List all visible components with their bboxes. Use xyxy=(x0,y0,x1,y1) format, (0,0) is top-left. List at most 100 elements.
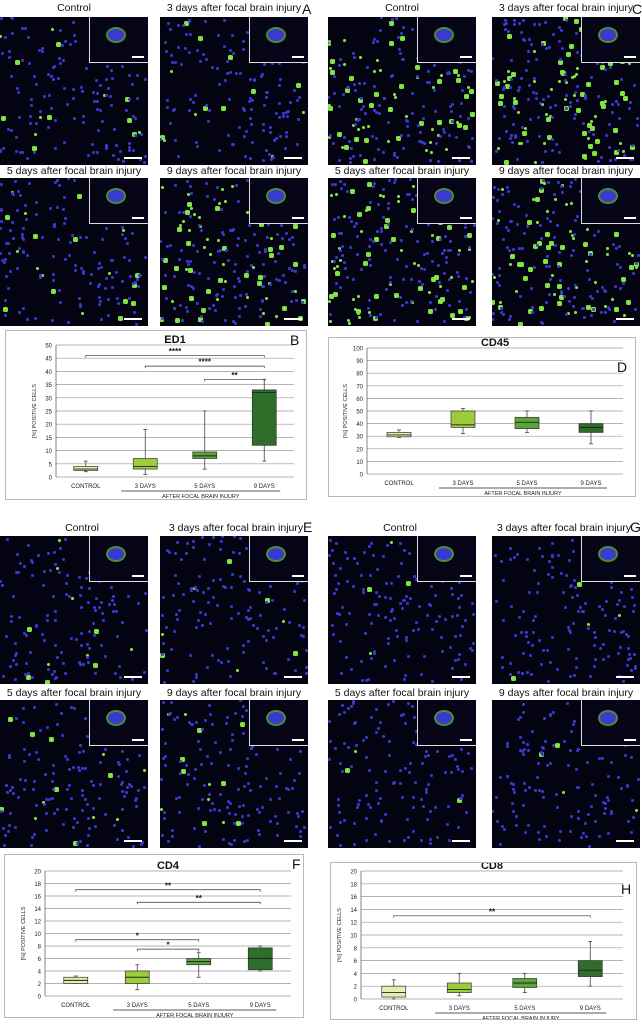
y-tick-label: 15 xyxy=(45,436,52,442)
caption-control: Control xyxy=(57,2,91,14)
x-group-label: AFTER FOCAL BRAIN INJURY xyxy=(162,494,240,499)
caption-day5: 5 days after focal brain injury xyxy=(334,687,470,699)
x-tick-label: 9 DAYS xyxy=(580,1006,601,1012)
micrograph-a-day9 xyxy=(160,178,308,326)
significance-bracket xyxy=(75,889,261,892)
micrograph-texture xyxy=(492,700,493,701)
micrograph-inset xyxy=(89,17,148,63)
caption-day3: 3 days after focal brain injury xyxy=(168,522,304,534)
y-tick-label: 25 xyxy=(45,410,52,416)
inset-cell xyxy=(436,712,452,724)
y-tick-label: 20 xyxy=(350,870,357,876)
caption-day5: 5 days after focal brain injury xyxy=(334,165,470,177)
caption-day3: 3 days after focal brain injury xyxy=(496,522,632,534)
x-tick-label: CONTROL xyxy=(61,1003,91,1009)
caption-day5: 5 days after focal brain injury xyxy=(6,165,142,177)
caption-day5: 5 days after focal brain injury xyxy=(6,687,142,699)
inset-cell xyxy=(600,190,616,202)
box-9-days xyxy=(251,389,277,446)
y-tick-label: 12 xyxy=(34,920,41,926)
y-tick-label: 10 xyxy=(356,460,363,466)
micrograph-inset xyxy=(417,536,476,582)
micrograph-c-control xyxy=(328,17,476,165)
y-axis-label: [%] POSITIVE CELLS xyxy=(32,384,38,438)
micrograph-texture xyxy=(492,178,493,179)
y-tick-label: 2 xyxy=(38,982,42,988)
x-tick-label: CONTROL xyxy=(384,481,414,487)
y-tick-label: 10 xyxy=(45,449,52,455)
micrograph-texture xyxy=(492,17,493,18)
caption-day3: 3 days after focal brain injury xyxy=(498,2,634,14)
y-tick-label: 0 xyxy=(38,995,42,1001)
y-tick-label: 100 xyxy=(353,347,364,353)
box-9-days xyxy=(578,423,604,433)
y-tick-label: 12 xyxy=(350,921,357,927)
caption-control: Control xyxy=(65,522,99,534)
significance-bracket xyxy=(204,378,265,382)
significance-label: * xyxy=(136,931,140,940)
y-tick-label: 50 xyxy=(45,344,52,350)
y-tick-label: 30 xyxy=(356,435,363,441)
y-tick-label: 8 xyxy=(38,945,42,951)
y-axis-label: [%] POSITIVE CELLS xyxy=(343,384,349,438)
micrograph-a-control xyxy=(0,17,148,165)
box-control xyxy=(73,466,99,471)
y-tick-label: 2 xyxy=(354,985,358,991)
micrograph-e-day5 xyxy=(0,700,148,848)
micrograph-texture xyxy=(160,178,161,179)
inset-cell xyxy=(108,712,124,724)
caption-day9: 9 days after focal brain injury xyxy=(498,687,634,699)
y-tick-label: 4 xyxy=(354,972,358,978)
micrograph-c-day3 xyxy=(492,17,640,165)
micrograph-c-day9 xyxy=(492,178,640,326)
y-tick-label: 30 xyxy=(45,396,52,402)
inset-cell xyxy=(268,548,284,560)
inset-cell xyxy=(268,712,284,724)
y-tick-label: 20 xyxy=(356,447,363,453)
significance-bracket xyxy=(393,915,591,918)
box-3-days xyxy=(450,410,476,428)
micrograph-g-day3 xyxy=(492,536,640,684)
micrograph-inset xyxy=(417,700,476,746)
y-tick-label: 10 xyxy=(34,932,41,938)
micrograph-inset xyxy=(89,178,148,224)
micrograph-inset xyxy=(249,178,308,224)
x-tick-label: 9 DAYS xyxy=(581,481,602,487)
x-group-label: AFTER FOCAL BRAIN INJURY xyxy=(484,491,562,496)
box-5-days xyxy=(192,451,218,459)
y-tick-label: 20 xyxy=(45,423,52,429)
x-tick-label: 5 DAYS xyxy=(194,484,215,490)
inset-cell xyxy=(600,712,616,724)
x-group-label: AFTER FOCAL BRAIN INJURY xyxy=(482,1016,560,1019)
micrograph-g-day5 xyxy=(328,700,476,848)
inset-cell xyxy=(108,548,124,560)
y-tick-label: 35 xyxy=(45,383,52,389)
micrograph-texture xyxy=(0,17,1,18)
y-tick-label: 10 xyxy=(350,934,357,940)
panel-letter-d: D xyxy=(617,359,628,375)
chart-ed1: ED1 0 5 10 15 20 25 30 35 40 45 50 [%] POSITIVE CELL… xyxy=(32,334,294,500)
y-tick-label: 8 xyxy=(354,946,358,952)
y-tick-label: 70 xyxy=(356,384,363,390)
box-control xyxy=(381,985,407,998)
micrograph-texture xyxy=(328,178,329,179)
chart-title: CD45 xyxy=(481,338,509,349)
significance-label: ** xyxy=(196,894,203,903)
caption-day9: 9 days after focal brain injury xyxy=(498,165,634,177)
micrograph-texture xyxy=(160,700,161,701)
panel-letter-e: E xyxy=(303,519,313,535)
micrograph-g-control xyxy=(328,536,476,684)
significance-label: ** xyxy=(489,907,496,916)
inset-cell xyxy=(436,190,452,202)
micrograph-e-day9 xyxy=(160,700,308,848)
panel-letter-g: G xyxy=(630,519,641,535)
micrograph-texture xyxy=(160,17,161,18)
micrograph-texture xyxy=(328,17,329,18)
significance-bracket xyxy=(75,939,200,942)
micrograph-texture xyxy=(0,700,1,701)
y-tick-label: 16 xyxy=(350,895,357,901)
x-tick-label: 3 DAYS xyxy=(127,1003,148,1009)
micrograph-inset xyxy=(581,178,640,224)
micrograph-inset xyxy=(89,536,148,582)
panel-letter-h: H xyxy=(621,881,632,897)
